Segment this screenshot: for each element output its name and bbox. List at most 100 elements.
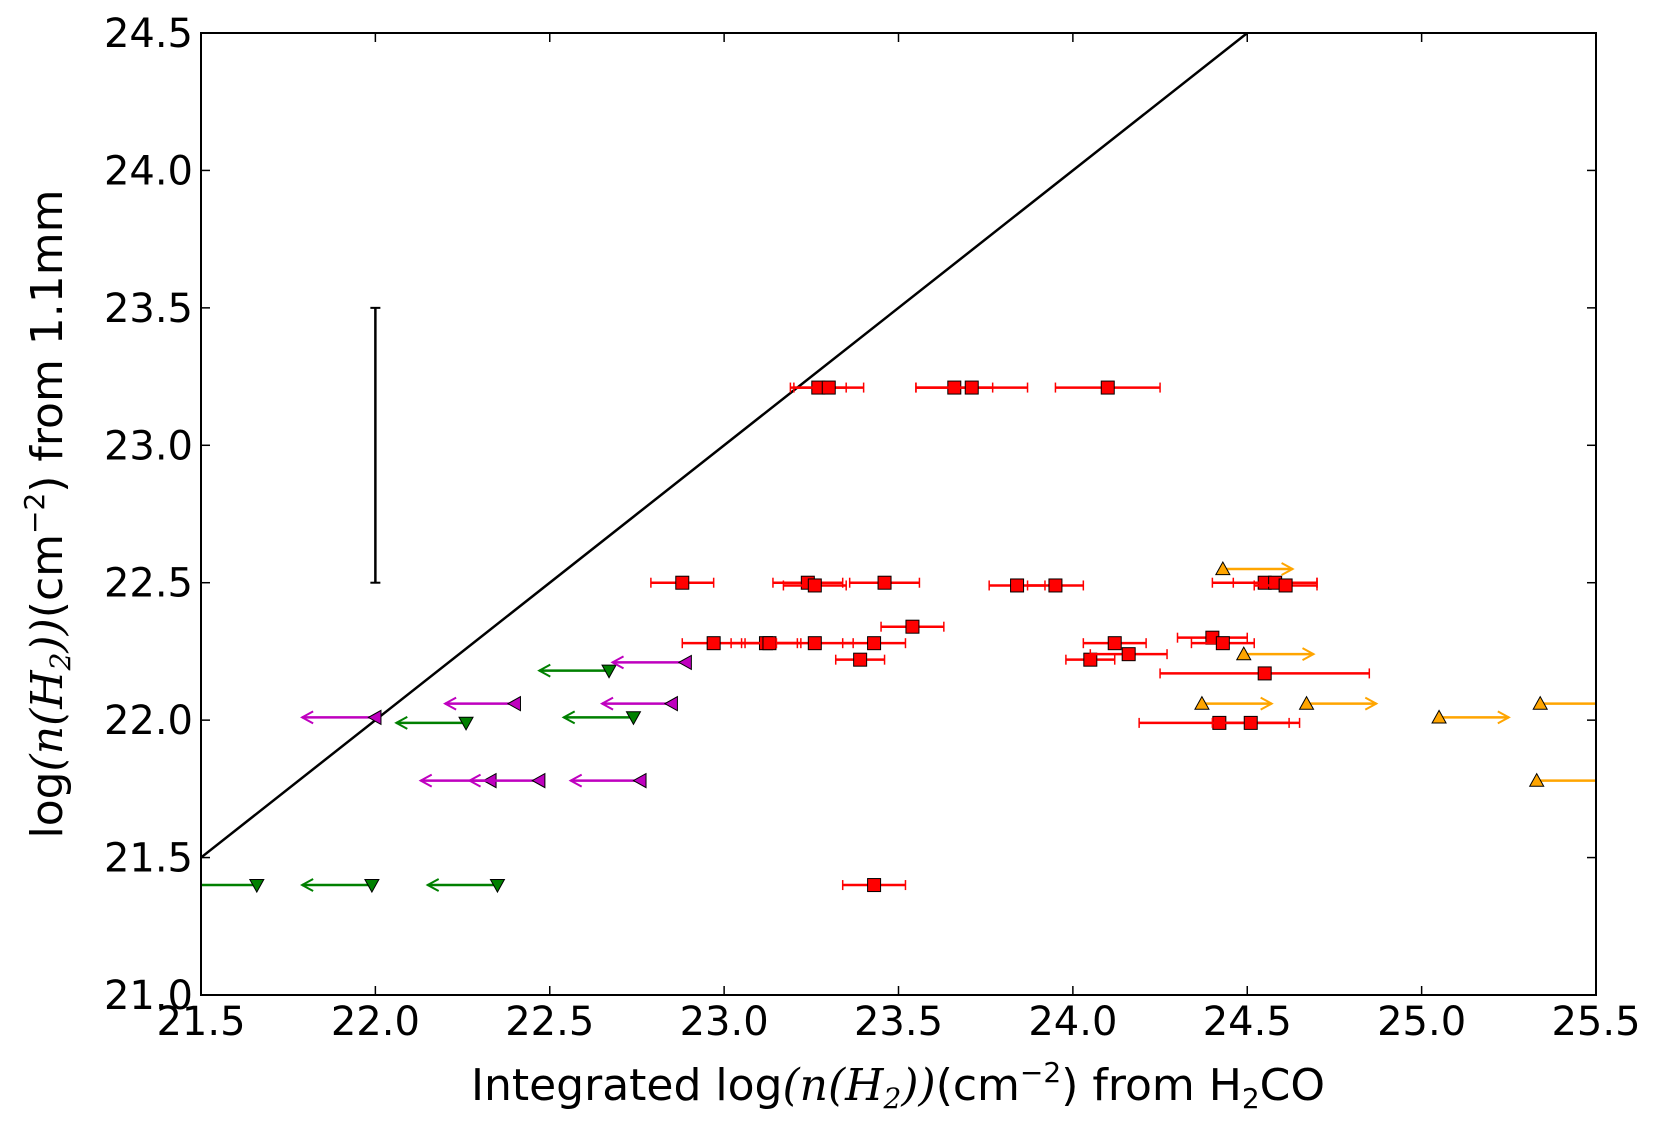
x-axis-label-tail-end: CO xyxy=(1260,1060,1325,1111)
limit-point-up xyxy=(1431,709,1447,724)
y-axis-label: log(n(H2))(cm−2) from 1.1mm xyxy=(18,189,77,838)
detection-point xyxy=(964,380,979,395)
lower-limit-arrow-head xyxy=(1594,773,1596,788)
x-axis-label-units-post: ) xyxy=(1061,1060,1078,1111)
limit-point-left xyxy=(677,654,692,671)
upper-limit-arrow-head xyxy=(425,878,440,892)
limit-point-left xyxy=(506,695,521,712)
y-axis-label-sub: 2 xyxy=(44,653,77,672)
lower-limit-arrow-head xyxy=(1599,698,1610,710)
limit-point-left xyxy=(632,772,647,789)
detection-point xyxy=(1100,380,1115,395)
y-tick-label: 21.5 xyxy=(104,836,193,882)
y-axis-label-units-sup: −2 xyxy=(18,493,51,534)
limit-point-down xyxy=(489,878,506,894)
detection-point xyxy=(1257,666,1272,681)
x-axis-label-tail-sub: 2 xyxy=(1242,1082,1260,1115)
x-axis-label: Integrated log(n(H2))(cm−2) from H2CO xyxy=(471,1056,1325,1115)
x-axis-label-units-sup: −2 xyxy=(1020,1056,1061,1089)
y-tick-label: 23.0 xyxy=(104,423,193,469)
lower-limit-arrow-head xyxy=(1364,696,1379,711)
upper-limit-arrow-head xyxy=(300,710,314,725)
detection-point xyxy=(1243,715,1258,730)
x-tick-label: 24.0 xyxy=(1028,999,1117,1045)
limit-point-down xyxy=(601,664,617,679)
x-tick-label: 24.5 xyxy=(1203,999,1292,1045)
upper-limit-arrow-head xyxy=(561,710,576,725)
x-axis-label-post-math: )) xyxy=(900,1060,935,1111)
lower-limit-arrow-head xyxy=(1497,710,1511,725)
upper-limit-arrow-head xyxy=(568,773,583,788)
detection-point xyxy=(807,636,822,651)
upper-limit-arrow-head xyxy=(537,663,551,678)
limit-point-up xyxy=(1214,560,1231,576)
y-tick-label: 24.0 xyxy=(104,148,193,194)
limit-point-up xyxy=(1532,695,1549,710)
detection-point xyxy=(807,578,822,593)
detection-point xyxy=(1215,636,1230,651)
detection-point xyxy=(867,878,882,893)
y-axis-label-units-post: ) xyxy=(22,476,73,493)
x-tick-label: 23.0 xyxy=(680,999,769,1045)
upper-limit-arrow-head xyxy=(443,696,457,711)
limit-point-down xyxy=(625,711,642,726)
x-axis-label-units-pre: (cm xyxy=(936,1060,1020,1111)
y-axis-label-pre: log xyxy=(22,771,73,838)
lower-limit-arrow-head xyxy=(1302,647,1316,662)
upper-limit-arrow-head xyxy=(610,655,625,670)
limit-point-left xyxy=(663,695,678,712)
detection-point xyxy=(877,575,892,590)
limit-point-up xyxy=(1298,695,1315,710)
limit-point-left xyxy=(531,772,546,789)
y-axis-label-units-pre: (cm xyxy=(22,534,73,618)
x-tick-label: 25.0 xyxy=(1377,999,1466,1045)
one-to-one-line xyxy=(201,33,1249,859)
y-axis-label-math: (n(H xyxy=(22,669,73,772)
y-tick-label: 22.0 xyxy=(104,698,193,744)
x-axis-label-math: (n(H xyxy=(782,1060,885,1111)
y-tick-label: 22.5 xyxy=(104,561,193,607)
limit-point-up xyxy=(1235,646,1252,661)
limit-point-down xyxy=(458,716,474,731)
upper-limit-arrow-head xyxy=(394,716,408,730)
y-tick-label: 23.5 xyxy=(104,286,193,332)
plot-frame xyxy=(200,32,1597,996)
upper-limit-arrow-head xyxy=(418,773,433,788)
x-tick-label: 22.5 xyxy=(505,999,594,1045)
x-tick-label: 23.5 xyxy=(854,999,943,1045)
x-axis-label-pre: Integrated log xyxy=(471,1060,782,1111)
x-tick-label: 21.5 xyxy=(156,999,245,1045)
y-tick-label: 21.0 xyxy=(104,973,193,1019)
detection-point xyxy=(1048,578,1063,593)
detection-point xyxy=(905,619,920,634)
detection-point xyxy=(1010,578,1025,593)
upper-limit-arrow-head xyxy=(300,878,314,892)
detection-point xyxy=(1278,578,1293,593)
y-tick-label: 24.5 xyxy=(104,11,193,57)
x-axis-label-tail: from H xyxy=(1078,1060,1241,1111)
y-axis-label-tail: from 1.1mm xyxy=(22,189,73,475)
limit-point-up xyxy=(1528,772,1545,787)
limit-point-down xyxy=(248,878,265,894)
limit-point-left xyxy=(367,709,382,726)
lower-limit-arrow-head xyxy=(1281,562,1295,576)
limit-point-down xyxy=(364,878,380,894)
upper-limit-arrow-head xyxy=(599,696,614,711)
detection-point xyxy=(853,652,868,667)
axis-ticks: 21.5 22.0 22.5 23.0 23.5 24.0 24.5 25.0 25.5 21.0… xyxy=(104,11,1641,1045)
data-layer xyxy=(201,33,1610,894)
detection-point xyxy=(1107,636,1122,651)
lower-limit-arrow-head xyxy=(1260,696,1274,711)
detection-point xyxy=(1121,647,1136,662)
detection-point xyxy=(867,636,882,651)
x-tick-label: 22.0 xyxy=(331,999,420,1045)
detection-point xyxy=(821,380,836,395)
detection-point xyxy=(762,636,777,651)
y-axis-label-post-math: )) xyxy=(22,618,73,653)
x-tick-label: 25.5 xyxy=(1551,999,1640,1045)
limit-point-up xyxy=(1194,695,1210,710)
detection-point xyxy=(675,575,690,590)
upper-limit-arrow-head xyxy=(467,773,482,788)
x-axis-label-sub: 2 xyxy=(883,1082,902,1115)
